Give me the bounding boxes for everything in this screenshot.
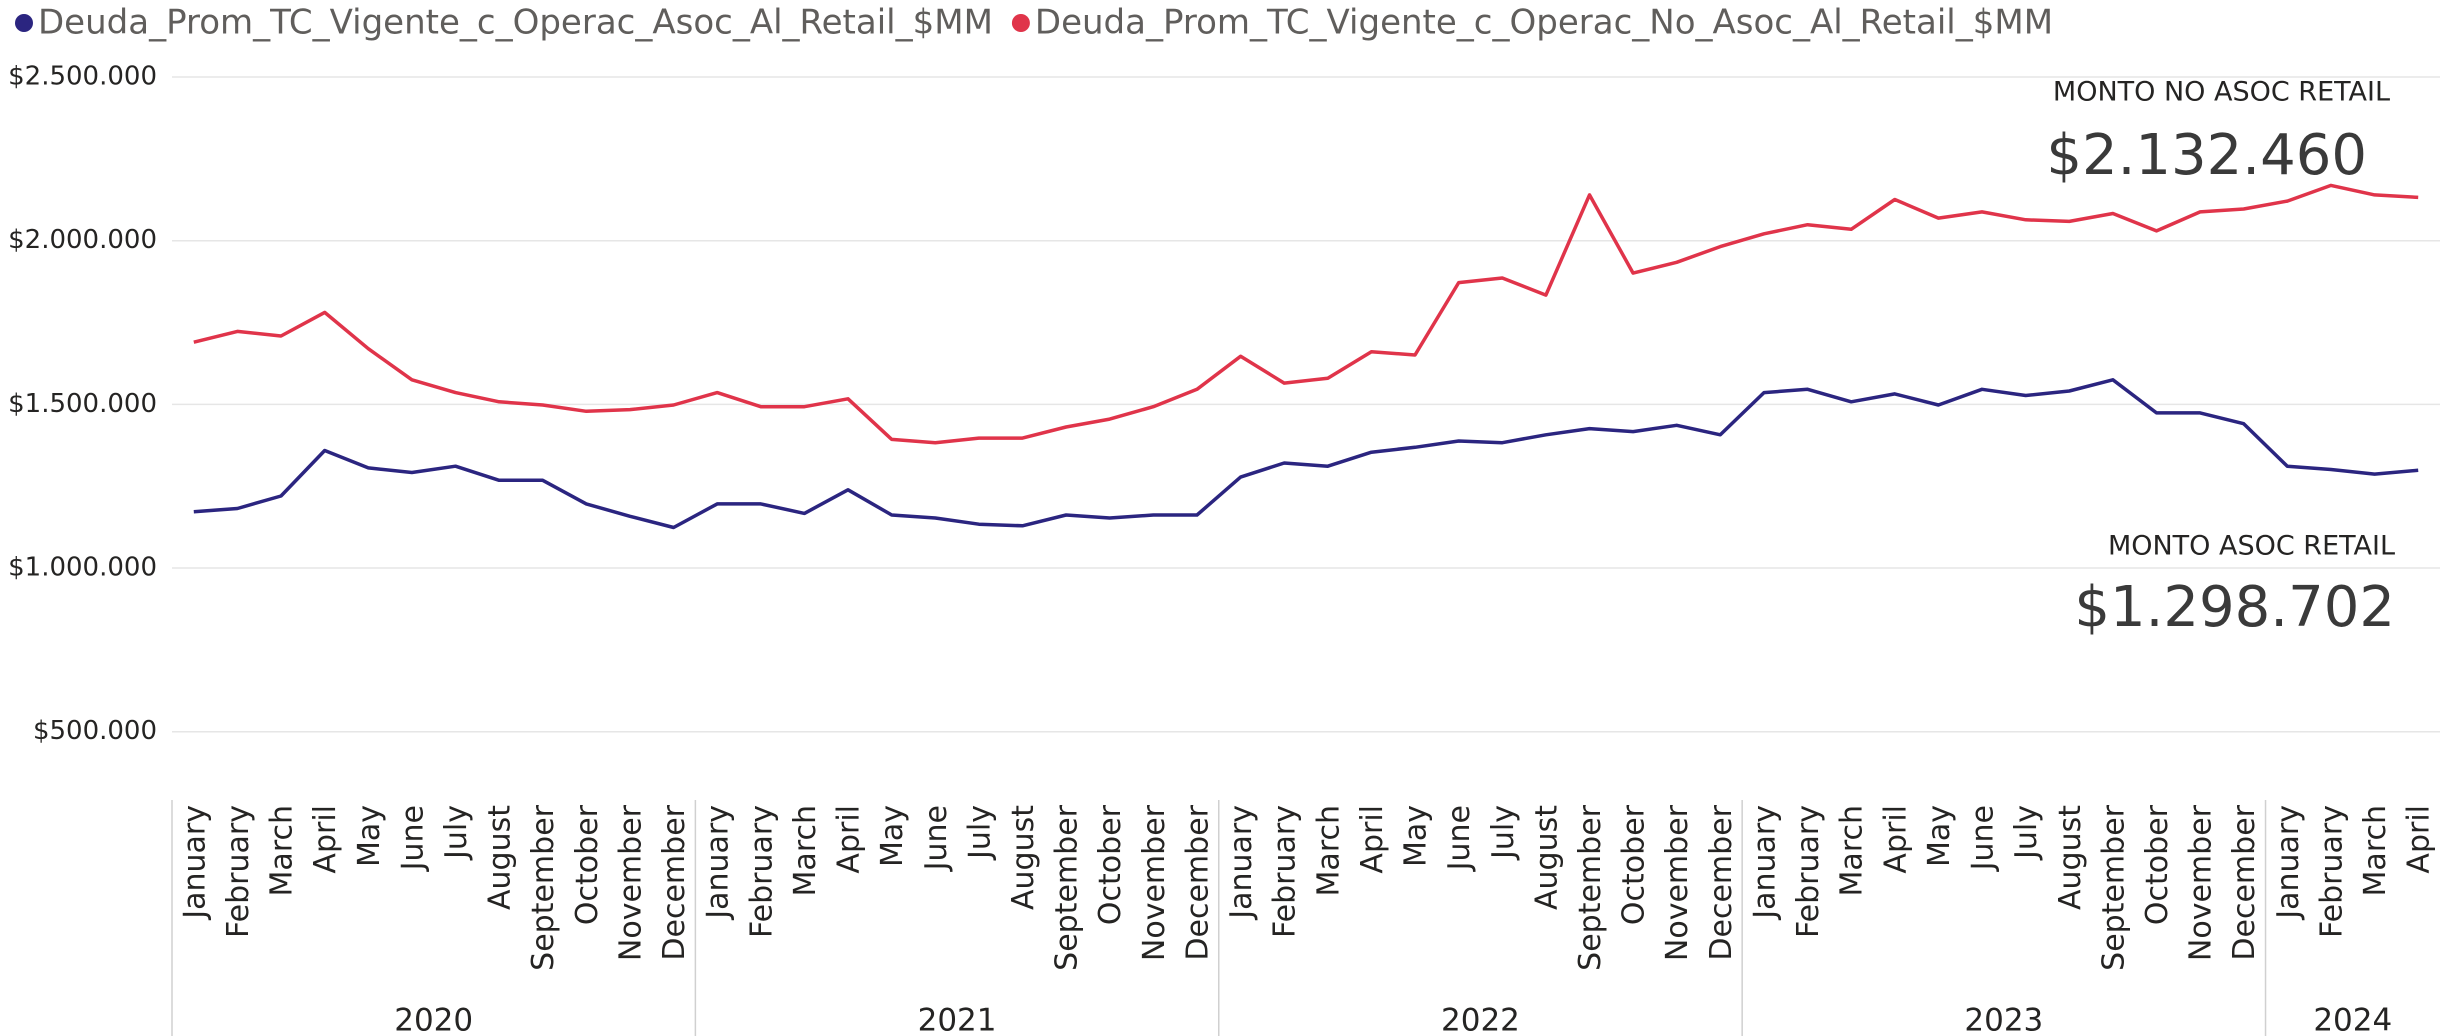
x-tick-label: May (1922, 805, 1957, 867)
x-tick-label: September (1050, 804, 1085, 970)
x-tick-label: November (2184, 804, 2219, 961)
series-line (193, 183, 2419, 445)
x-tick-label: September (1573, 804, 1608, 970)
x-tick-label: March (788, 805, 823, 896)
x-tick-label: August (483, 805, 518, 910)
x-tick-label: February (2314, 805, 2349, 938)
x-tick-label: February (1268, 805, 1303, 938)
x-group-label: 2021 (918, 1003, 997, 1036)
x-tick-label: February (1791, 805, 1826, 938)
y-tick-label: $1.000.000 (8, 553, 157, 583)
x-tick-label: November (1137, 804, 1172, 961)
x-tick-label: April (308, 805, 343, 874)
x-tick-label: January (1747, 805, 1782, 921)
lines (193, 183, 2419, 530)
x-tick-label: June (1442, 805, 1477, 872)
card-value: $1.298.702 (2074, 575, 2395, 640)
x-tick-label: August (1529, 805, 1564, 910)
x-tick-label: May (352, 805, 387, 867)
legend-marker (15, 14, 33, 32)
x-tick-label: March (1311, 805, 1346, 896)
x-tick-label: December (657, 804, 692, 960)
y-tick-label: $500.000 (33, 716, 157, 746)
card-value: $2.132.460 (2046, 123, 2367, 188)
x-tick-label: December (2227, 804, 2262, 960)
x-tick-label: July (439, 805, 474, 861)
card-label: MONTO NO ASOC RETAIL (2053, 77, 2390, 108)
x-tick-label: January (1224, 805, 1259, 921)
x-tick-label: July (2009, 805, 2044, 861)
x-tick-label: September (526, 804, 561, 970)
x-tick-label: January (701, 805, 736, 921)
legend-marker (1011, 14, 1030, 32)
x-tick-label: April (1878, 805, 1913, 874)
x-tick-label: October (1617, 804, 1652, 925)
x-group-label: 2020 (394, 1003, 473, 1036)
x-tick-label: December (1180, 804, 1215, 960)
x-tick-label: August (2053, 805, 2088, 910)
x-tick-label: January (2271, 805, 2306, 921)
x-group-label: 2024 (2313, 1003, 2392, 1036)
y-tick-label: $2.000.000 (8, 225, 157, 255)
legend: Deuda_Prom_TC_Vigente_c_Operac_Asoc_Al_R… (15, 3, 2053, 43)
x-tick-label: September (2096, 804, 2131, 970)
x-axis: January February March April May June July Augu… (171, 800, 2437, 1036)
x-tick-label: October (570, 804, 605, 925)
legend-label: Deuda_Prom_TC_Vigente_c_Operac_Asoc_Al_R… (38, 3, 993, 43)
legend-label: Deuda_Prom_TC_Vigente_c_Operac_No_Asoc_A… (1035, 3, 2053, 43)
x-tick-label: February (221, 805, 256, 938)
x-tick-label: June (1966, 805, 2001, 872)
x-tick-label: December (1704, 804, 1739, 960)
x-tick-label: July (1486, 805, 1521, 861)
x-tick-label: July (962, 805, 997, 861)
x-tick-label: March (2358, 805, 2393, 896)
x-group-label: 2023 (1964, 1003, 2043, 1036)
x-tick-label: November (1660, 804, 1695, 961)
x-tick-label: April (2402, 805, 2437, 874)
x-tick-label: October (2140, 804, 2175, 925)
x-tick-label: March (1835, 805, 1870, 896)
series-line (193, 378, 2419, 530)
x-tick-label: May (1399, 805, 1434, 867)
x-group-label: 2022 (1441, 1003, 1520, 1036)
x-tick-label: June (919, 805, 954, 872)
x-tick-label: April (1355, 805, 1390, 874)
x-tick-label: February (744, 805, 779, 938)
x-tick-label: January (177, 805, 212, 921)
x-tick-label: June (395, 805, 430, 872)
x-tick-label: April (832, 805, 867, 874)
x-tick-label: March (265, 805, 300, 896)
x-tick-label: October (1093, 804, 1128, 925)
y-tick-label: $1.500.000 (8, 389, 157, 419)
x-tick-label: November (613, 804, 648, 961)
x-tick-label: May (875, 805, 910, 867)
card-label: MONTO ASOC RETAIL (2108, 531, 2395, 562)
x-tick-label: August (1006, 805, 1041, 910)
y-tick-label: $2.500.000 (8, 62, 157, 92)
